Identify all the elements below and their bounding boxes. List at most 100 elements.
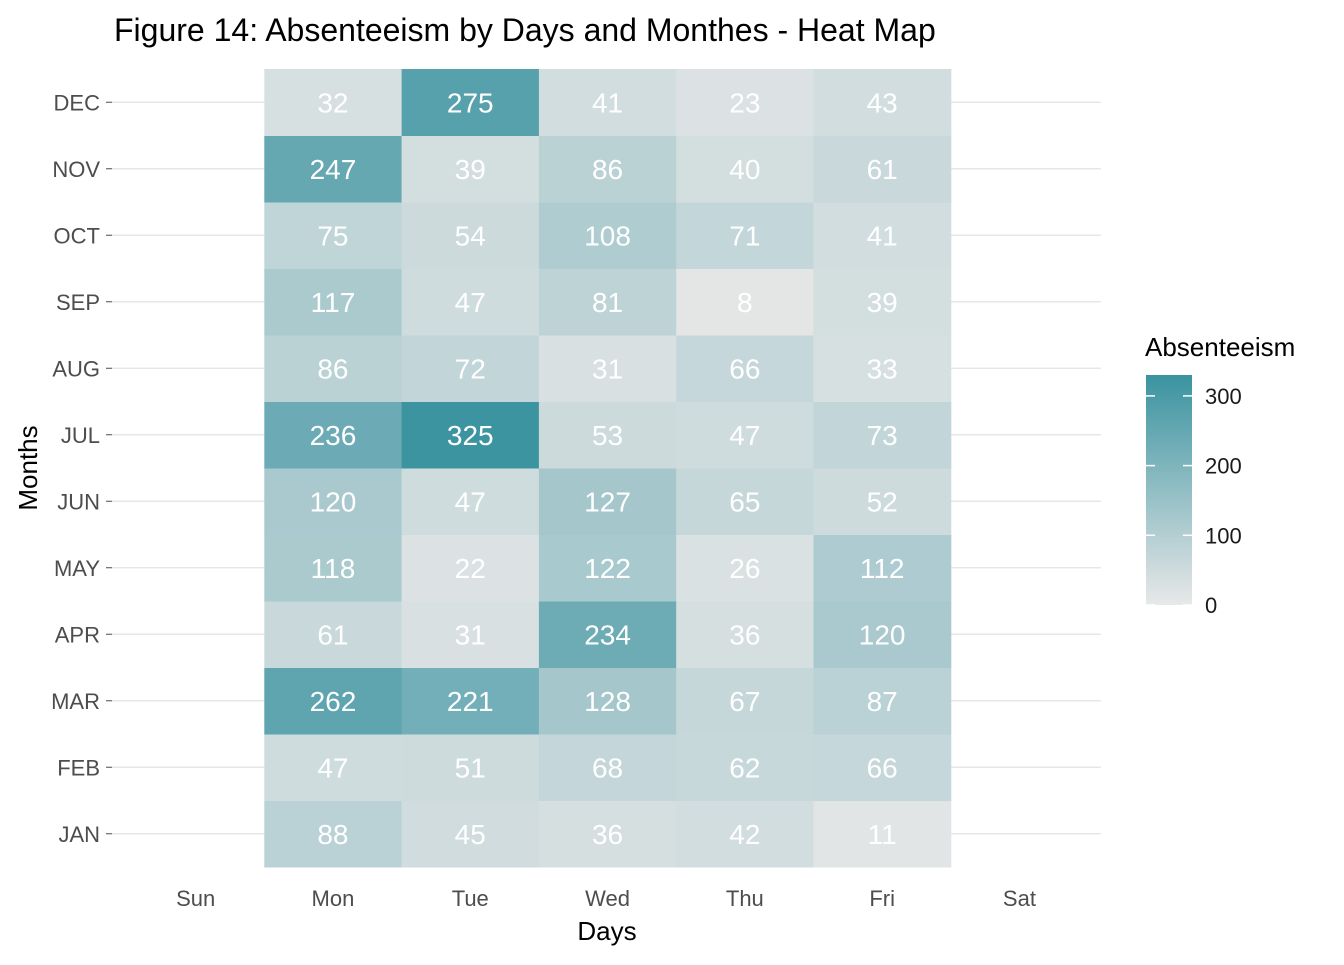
- cell-thu-nov: [676, 135, 814, 203]
- cell-label-tue-oct: 54: [455, 220, 486, 251]
- cell-label-wed-dec: 41: [592, 87, 623, 118]
- chart-title: Figure 14: Absenteeism by Days and Month…: [114, 12, 936, 48]
- cell-label-thu-apr: 36: [729, 619, 760, 650]
- y-tick-label-feb: FEB: [57, 755, 100, 780]
- cell-label-mon-aug: 86: [317, 353, 348, 384]
- cell-label-thu-dec: 23: [729, 87, 760, 118]
- cell-tue-jan: [401, 800, 540, 868]
- cell-fri-jan: [813, 800, 952, 868]
- cell-wed-feb: [538, 734, 677, 801]
- cell-wed-mar: [538, 667, 677, 735]
- cell-tue-feb: [401, 734, 540, 801]
- cell-label-fri-jun: 52: [867, 486, 898, 517]
- color-legend: Absenteeism 0 100 200 300: [1145, 332, 1295, 618]
- cell-label-mon-jan: 88: [317, 819, 348, 850]
- cell-mon-oct: [264, 202, 403, 269]
- y-axis: JAN FEB MAR APR MAY JUN JUL AUG SEP OCT NOV DEC: [51, 90, 112, 847]
- y-tick-label-nov: NOV: [52, 157, 100, 182]
- cell-mon-mar: [264, 667, 403, 735]
- y-tick-label-jan: JAN: [58, 822, 100, 847]
- cell-label-mon-mar: 262: [310, 686, 357, 717]
- cell-wed-jul: [538, 401, 677, 469]
- cell-label-wed-mar: 128: [584, 686, 631, 717]
- cell-label-tue-aug: 72: [455, 353, 486, 384]
- x-tick-label-wed: Wed: [585, 886, 630, 911]
- legend-ticks: 0 100 200 300: [1146, 384, 1242, 618]
- cell-label-fri-apr: 120: [859, 619, 906, 650]
- legend-tick-label-100: 100: [1205, 523, 1242, 548]
- cell-mon-may: [264, 534, 403, 602]
- cell-thu-feb: [676, 734, 814, 801]
- cell-tue-aug: [401, 335, 540, 402]
- cell-label-thu-sep: 8: [737, 287, 753, 318]
- cell-label-wed-feb: 68: [592, 752, 623, 783]
- cell-label-mon-sep: 117: [311, 287, 356, 318]
- cell-label-fri-jan: 11: [868, 819, 897, 850]
- cell-thu-oct: [676, 202, 814, 269]
- cell-label-mon-oct: 75: [317, 220, 348, 251]
- cell-tue-mar: [401, 667, 540, 735]
- cell-fri-apr: [813, 601, 952, 668]
- cell-label-tue-nov: 39: [455, 154, 486, 185]
- cell-tue-jun: [401, 468, 540, 535]
- cell-fri-sep: [813, 268, 952, 336]
- cell-label-tue-feb: 51: [455, 752, 486, 783]
- cell-mon-sep: [264, 268, 403, 336]
- legend-tick-label-0: 0: [1205, 593, 1217, 618]
- x-tick-label-sun: Sun: [176, 886, 215, 911]
- cell-label-fri-dec: 43: [867, 87, 898, 118]
- cell-label-thu-feb: 62: [729, 752, 760, 783]
- x-tick-label-thu: Thu: [726, 886, 764, 911]
- cell-mon-nov: [264, 135, 403, 203]
- cell-mon-jun: [264, 468, 403, 535]
- y-tick-label-apr: APR: [55, 622, 100, 647]
- cell-mon-jan: [264, 800, 403, 868]
- cell-label-tue-dec: 275: [447, 87, 494, 118]
- cell-thu-apr: [676, 601, 814, 668]
- cell-wed-nov: [538, 135, 677, 203]
- cell-label-mon-jun: 120: [310, 486, 357, 517]
- cell-fri-may: [813, 534, 952, 602]
- cell-mon-apr: [264, 601, 403, 668]
- cell-thu-sep: [676, 268, 814, 336]
- x-tick-label-tue: Tue: [452, 886, 489, 911]
- cell-wed-dec: [538, 69, 677, 136]
- y-tick-label-sep: SEP: [56, 290, 100, 315]
- y-tick-label-mar: MAR: [51, 689, 100, 714]
- x-axis: Sun Mon Tue Wed Thu Fri Sat: [176, 886, 1036, 911]
- cell-wed-oct: [538, 202, 677, 269]
- cell-label-mon-may: 118: [311, 553, 356, 584]
- cell-label-thu-may: 26: [729, 553, 760, 584]
- cell-wed-may: [538, 534, 677, 602]
- cell-label-thu-oct: 71: [729, 220, 760, 251]
- cell-label-wed-sep: 81: [592, 287, 623, 318]
- cell-label-fri-jul: 73: [867, 420, 898, 451]
- cell-fri-feb: [813, 734, 952, 801]
- cell-label-wed-may: 122: [584, 553, 631, 584]
- cell-label-wed-jun: 127: [584, 486, 631, 517]
- cell-label-mon-apr: 61: [317, 619, 348, 650]
- y-tick-label-dec: DEC: [54, 90, 101, 115]
- cell-wed-jun: [538, 468, 677, 535]
- cell-thu-jan: [676, 800, 814, 868]
- cell-tue-jul: [401, 401, 540, 469]
- cell-thu-jun: [676, 468, 814, 535]
- y-tick-label-aug: AUG: [52, 356, 100, 381]
- heatmap-cells: [264, 69, 952, 868]
- x-tick-label-sat: Sat: [1003, 886, 1036, 911]
- cell-fri-oct: [813, 202, 952, 269]
- cell-thu-jul: [676, 401, 814, 469]
- cell-mon-dec: [264, 69, 403, 136]
- cell-fri-jun: [813, 468, 952, 535]
- cell-label-fri-sep: 39: [867, 287, 898, 318]
- cell-label-tue-jun: 47: [455, 486, 486, 517]
- cell-mon-feb: [264, 734, 403, 801]
- cell-label-mon-feb: 47: [317, 752, 348, 783]
- cell-label-tue-mar: 221: [447, 686, 494, 717]
- cell-label-thu-aug: 66: [729, 353, 760, 384]
- cell-fri-dec: [813, 69, 952, 136]
- y-tick-label-jul: JUL: [61, 423, 100, 448]
- cell-tue-sep: [401, 268, 540, 336]
